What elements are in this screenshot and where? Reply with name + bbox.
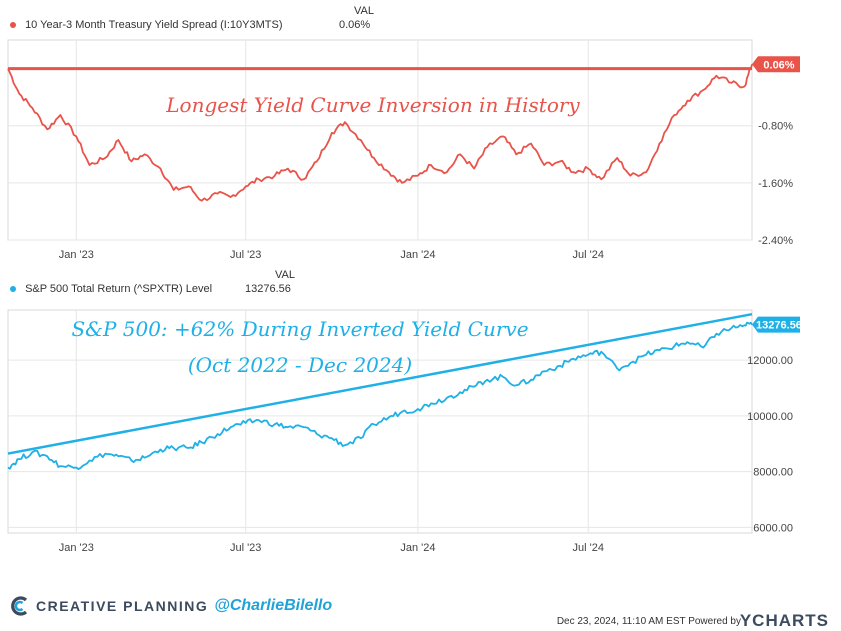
value-badge-label: 13276.56	[756, 320, 802, 332]
legend-bottom-value: 13276.56	[245, 283, 291, 295]
series-line	[7, 64, 753, 202]
value-bottom: 13276.56	[245, 283, 291, 295]
ycharts-logo: YCHARTS	[739, 611, 829, 630]
brand-name: CREATIVE PLANNING	[36, 598, 209, 614]
y-tick-label: -1.60%	[758, 178, 793, 190]
y-tick-label: -0.80%	[758, 121, 793, 133]
y-tick-label: 8000.00	[753, 467, 793, 479]
plot-frame	[7, 309, 753, 534]
value-badge	[752, 56, 800, 73]
trend-line	[7, 312, 753, 455]
annotation-text: Longest Yield Curve Inversion in History	[165, 93, 580, 117]
legend-top-val-header: VAL	[354, 5, 374, 17]
legend-bottom-series-name: S&P 500 Total Return (^SPXTR) Level	[25, 283, 213, 295]
x-tick-label: Jan '24	[400, 249, 435, 261]
x-tick-label: Jul '23	[230, 249, 261, 261]
legend-top: 10 Year-3 Month Treasury Yield Spread (I…	[10, 19, 282, 31]
value-badge	[752, 316, 800, 333]
x-tick-label: Jan '23	[59, 249, 94, 261]
value-top: 0.06%	[339, 19, 371, 31]
legend-top-series-name: 10 Year-3 Month Treasury Yield Spread (I…	[25, 19, 283, 31]
val-header-top: VAL	[354, 5, 374, 17]
y-tick-label: 10000.00	[747, 411, 793, 423]
footer-brand: CREATIVE PLANNING @CharlieBilello	[10, 596, 332, 616]
legend-top-value: 0.06%	[339, 19, 370, 31]
annotation-line-1: S&P 500: +62% During Inverted Yield Curv…	[71, 317, 528, 341]
y-tick-label: 6000.00	[753, 522, 793, 534]
legend-bottom: S&P 500 Total Return (^SPXTR) Level	[10, 283, 212, 295]
legend-bottom-val-header: VAL	[275, 269, 295, 281]
x-tick-label: Jul '24	[572, 542, 603, 554]
twitter-handle: @CharlieBilello	[214, 597, 333, 614]
x-tick-label: Jul '24	[572, 249, 603, 261]
x-tick-label: Jan '23	[59, 542, 94, 554]
series-dot-red	[10, 22, 16, 29]
y-tick-label: -2.40%	[758, 235, 793, 247]
x-tick-label: Jan '24	[400, 542, 435, 554]
x-tick-label: Jul '23	[230, 542, 261, 554]
value-badge-label: 0.06%	[763, 59, 794, 71]
series-dot-blue	[10, 286, 16, 293]
val-header-bottom: VAL	[275, 269, 295, 281]
series-line	[7, 321, 753, 471]
creative-planning-logo-icon	[10, 596, 30, 616]
annotation-line-2: (Oct 2022 - Dec 2024)	[188, 353, 412, 377]
y-tick-label: 12000.00	[747, 355, 793, 367]
timestamp: Dec 23, 2024, 11:10 AM EST Powered by	[556, 616, 741, 627]
